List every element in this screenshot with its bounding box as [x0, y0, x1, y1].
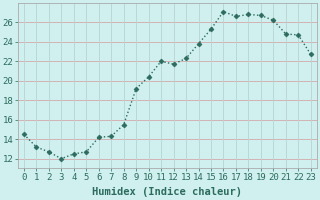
X-axis label: Humidex (Indice chaleur): Humidex (Indice chaleur)	[92, 187, 242, 197]
